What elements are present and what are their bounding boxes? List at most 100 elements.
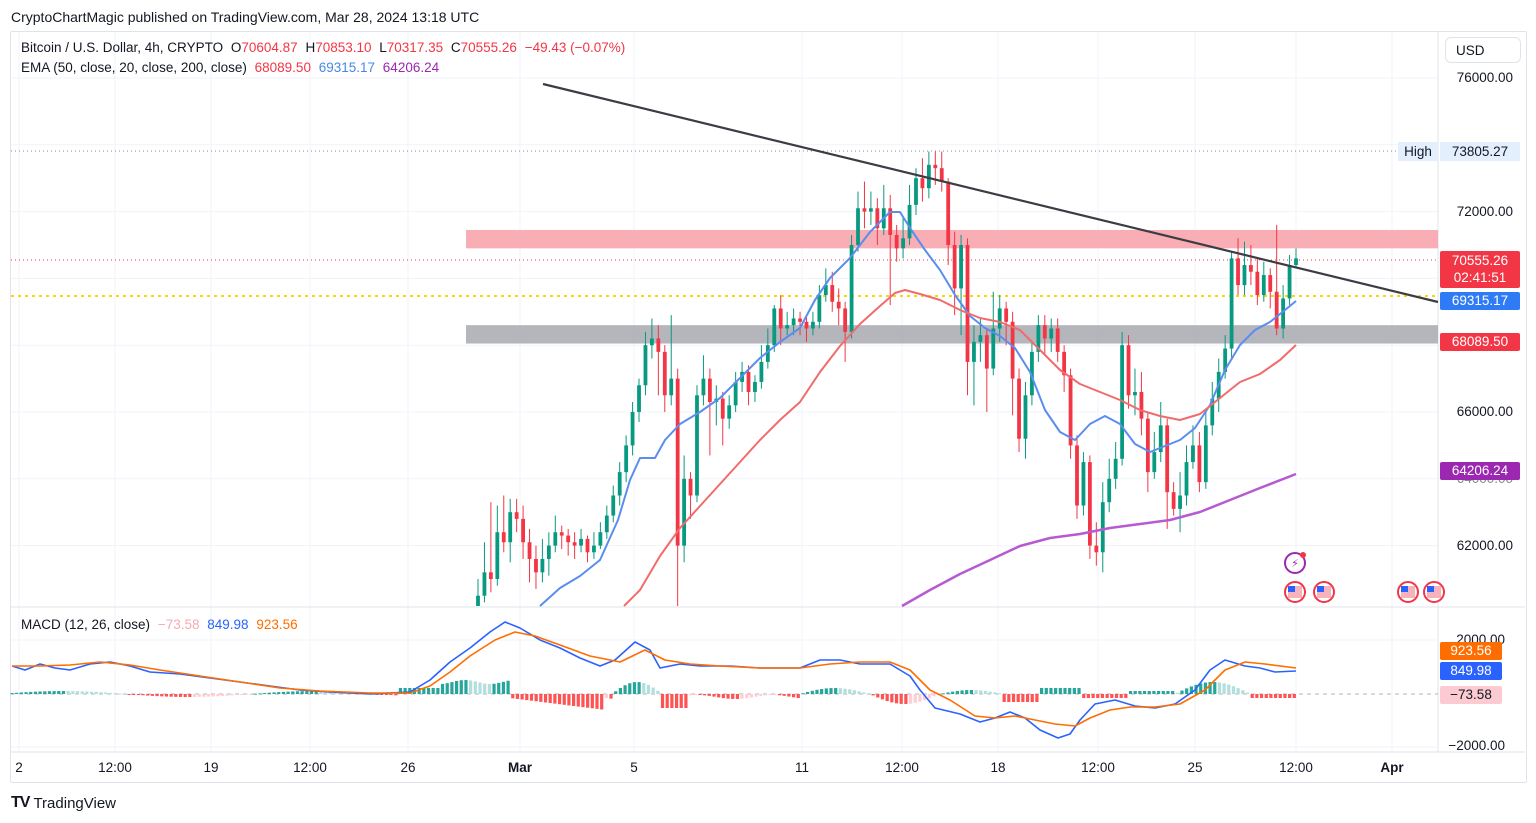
macd-histogram-bar — [1133, 691, 1137, 694]
earnings-bolt-icon — [1284, 552, 1306, 574]
macd-histogram-bar — [670, 694, 674, 708]
macd-histogram-bar — [188, 694, 192, 697]
ema-legend[interactable]: EMA (50, close, 20, close, 200, close) 6… — [21, 60, 443, 75]
candle-down — [1094, 545, 1099, 553]
candle-up — [1133, 391, 1137, 396]
candle-up — [997, 308, 1002, 329]
macd-histogram-bar — [745, 694, 749, 699]
ema50-tag: 68089.50 — [1440, 333, 1520, 351]
symbol-legend[interactable]: Bitcoin / U.S. Dollar, 4h, CRYPTO O70604… — [21, 40, 629, 55]
candle-up — [811, 321, 815, 329]
macd-histogram-bar — [927, 694, 931, 699]
macd-histogram-bar — [787, 694, 791, 697]
low-value: 70317.35 — [386, 40, 444, 55]
macd-histogram-bar — [815, 689, 819, 694]
macd-histogram-bar — [834, 688, 838, 694]
resistance-zone — [466, 229, 1438, 249]
candle-down — [1165, 425, 1170, 493]
macd-histogram-bar — [94, 691, 98, 694]
candle-up — [1152, 452, 1157, 473]
macd-histogram-bar — [492, 683, 496, 694]
macd-histogram-bar — [75, 691, 80, 694]
macd-histogram-bar — [773, 694, 777, 696]
candle-down — [836, 301, 841, 309]
macd-histogram-bar — [1114, 694, 1119, 698]
macd-histogram-bar — [141, 694, 145, 696]
time-tick: 18 — [990, 760, 1006, 775]
macd-histogram-bar — [965, 690, 969, 694]
close-value: 70555.26 — [460, 40, 517, 55]
macd-histogram-bar — [1208, 682, 1212, 694]
macd-legend[interactable]: MACD (12, 26, close) −73.58 849.98 923.5… — [21, 617, 302, 632]
macd-histogram-bar — [1068, 688, 1072, 694]
candle-up — [1287, 265, 1292, 299]
macd-histogram-bar — [1086, 694, 1090, 698]
macd-histogram-bar — [1040, 688, 1044, 694]
macd-histogram-bar — [384, 694, 388, 695]
macd-histogram-bar — [674, 694, 679, 708]
macd-histogram-bar — [707, 694, 711, 696]
macd-histogram-bar — [763, 694, 768, 696]
macd-histogram-bar — [281, 691, 286, 694]
candle-down — [1055, 328, 1060, 352]
macd-histogram-bar — [969, 690, 973, 694]
macd-histogram-bar — [586, 694, 590, 708]
time-tick: 2 — [15, 760, 23, 775]
macd-histogram-bar — [29, 691, 33, 694]
macd-histogram-bar — [759, 694, 763, 696]
macd-signal-line — [12, 631, 1297, 727]
candle-down — [566, 535, 571, 543]
macd-histogram-bar — [478, 682, 482, 694]
macd-histogram-bar — [735, 694, 739, 699]
macd-histogram-bar — [1011, 694, 1016, 702]
candle-down — [1197, 445, 1202, 483]
macd-histogram-bar — [150, 694, 154, 696]
macd-histogram-bar — [183, 694, 187, 697]
candle-down — [1126, 345, 1131, 396]
macd-histogram-bar — [1072, 688, 1076, 694]
candle-up — [598, 532, 603, 546]
macd-histogram-bar — [829, 688, 833, 694]
macd-histogram-bar — [876, 694, 880, 698]
macd-histogram-bar — [497, 682, 501, 694]
macd-histogram-bar — [1063, 688, 1067, 694]
macd-histogram-bar — [590, 694, 594, 709]
candle-up — [495, 532, 500, 579]
candle-down — [1236, 258, 1240, 286]
candle-up — [1100, 502, 1105, 553]
tradingview-branding[interactable]: TV TradingView — [11, 794, 116, 812]
macd-histogram-bar — [122, 693, 126, 695]
ema200-value: 64206.24 — [382, 60, 440, 75]
macd-histogram-bar — [10, 693, 14, 695]
macd-histogram-bar — [71, 691, 75, 694]
macd-histogram-bar — [1227, 684, 1231, 694]
macd-histogram-bar — [1288, 694, 1292, 698]
candle-down — [688, 478, 693, 496]
macd-histogram-bar — [693, 694, 697, 696]
candle-up — [695, 395, 699, 496]
macd-histogram-bar — [66, 691, 70, 694]
macd-histogram-bar — [768, 694, 772, 696]
macd-histogram-bar — [983, 690, 988, 694]
macd-histogram-bar — [754, 694, 758, 697]
candle-down — [1017, 378, 1021, 439]
macd-histogram-bar — [651, 687, 655, 694]
macd-histogram-bar — [1217, 682, 1222, 694]
macd-histogram-bar — [506, 680, 510, 694]
time-tick: 11 — [794, 760, 810, 775]
candle-up — [476, 595, 480, 606]
macd-histogram-bar — [52, 691, 56, 694]
high-marker-label: High — [1398, 142, 1438, 161]
ema200-line — [901, 472, 1297, 608]
macd-histogram-bar — [202, 694, 206, 697]
macd-histogram-bar — [548, 694, 552, 704]
macd-signal-value: 923.56 — [256, 617, 298, 632]
macd-line-tag: 849.98 — [1440, 662, 1502, 680]
macd-histogram-bar — [459, 680, 463, 694]
candle-up — [823, 285, 828, 296]
currency-button[interactable]: USD — [1445, 37, 1521, 63]
macd-histogram-bar — [440, 683, 445, 694]
candle-up — [637, 385, 641, 412]
macd-histogram-bar — [951, 691, 955, 694]
